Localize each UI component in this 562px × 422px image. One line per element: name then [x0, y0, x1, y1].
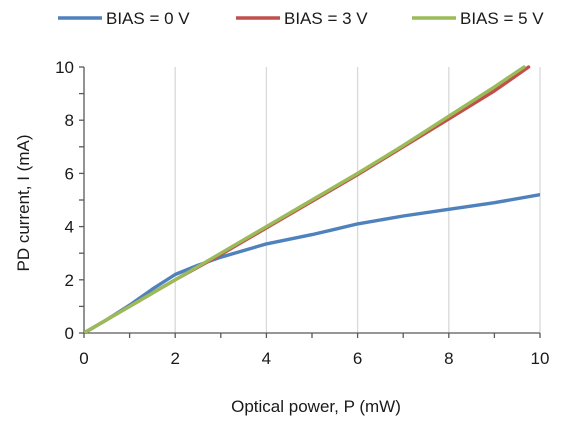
- y-axis-title: PD current, I (mA): [14, 135, 33, 272]
- x-tick-label: 10: [531, 349, 550, 368]
- legend-label-3: BIAS = 5 V: [460, 9, 544, 28]
- x-tick-label: 0: [79, 349, 88, 368]
- x-tick-label: 4: [262, 349, 271, 368]
- x-tick-label: 8: [444, 349, 453, 368]
- gridlines: [174, 67, 541, 333]
- series-line-1: [84, 192, 540, 333]
- y-tick-label: 4: [65, 218, 74, 237]
- series-layer: [84, 65, 540, 333]
- y-tick-label: 2: [65, 271, 74, 290]
- y-tick-label: 10: [55, 58, 74, 77]
- y-tick-label: 8: [65, 111, 74, 130]
- y-tick-label: 0: [65, 324, 74, 343]
- x-tick-label: 6: [353, 349, 362, 368]
- legend-label-2: BIAS = 3 V: [284, 9, 368, 28]
- axes: [79, 66, 541, 338]
- tick-labels: 0 2 4 6 8 10 0 2 4 6 8 10: [55, 58, 549, 368]
- x-axis-title: Optical power, P (mW): [231, 397, 401, 416]
- series-line-3: [84, 65, 526, 333]
- legend: BIAS = 0 V BIAS = 3 V BIAS = 5 V: [58, 9, 544, 28]
- x-tick-label: 2: [170, 349, 179, 368]
- y-tick-label: 6: [65, 164, 74, 183]
- legend-label-1: BIAS = 0 V: [106, 9, 190, 28]
